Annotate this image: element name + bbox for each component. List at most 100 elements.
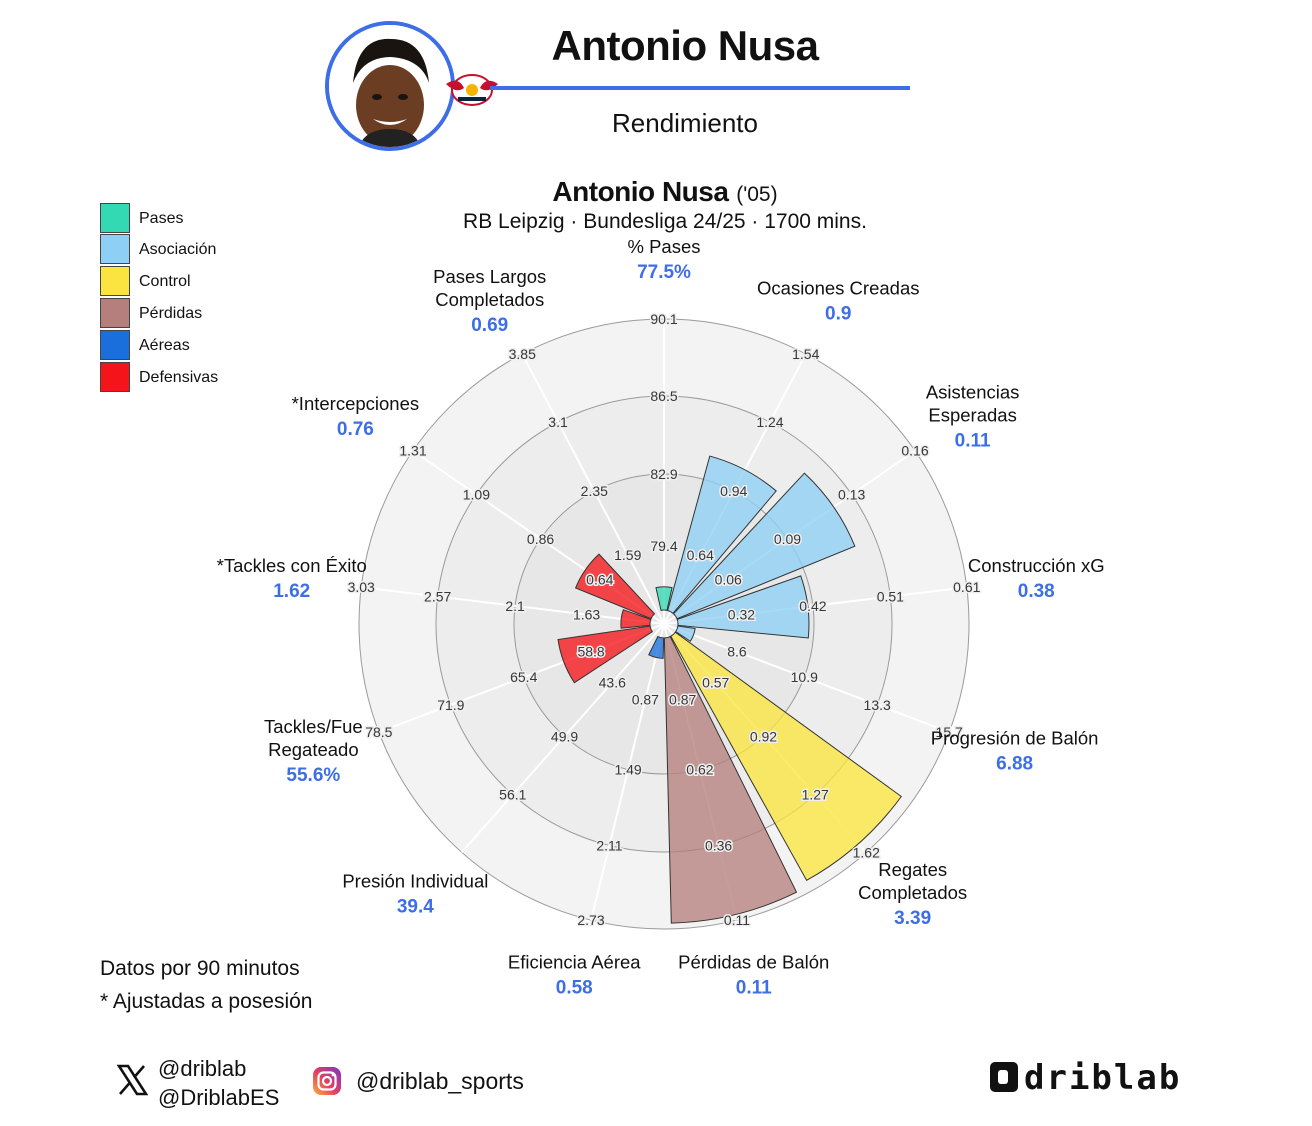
- legend-swatch: [100, 298, 130, 328]
- tick-label: 0.57: [702, 674, 729, 690]
- x-handle-secondary[interactable]: @DriblabES: [158, 1085, 280, 1110]
- instagram-icon[interactable]: [312, 1066, 342, 1101]
- club-crest-icon: [440, 70, 504, 115]
- tick-label: 0.62: [686, 762, 713, 778]
- bar-wedge: [574, 553, 656, 620]
- tick-label: 1.31: [399, 443, 426, 459]
- tick-label: 71.9: [437, 697, 464, 713]
- metric-name: Completados: [858, 882, 967, 903]
- legend-swatch: [100, 203, 130, 233]
- bar-wedge: [670, 631, 902, 882]
- metric-value: 0.9: [825, 304, 851, 325]
- brand-wordmark: driblab: [1024, 1058, 1181, 1098]
- tick-label: 3.1: [548, 414, 568, 430]
- bar-wedge: [672, 472, 856, 620]
- legend-label: Aéreas: [139, 337, 190, 354]
- tick-label: 0.13: [838, 486, 865, 502]
- legend-label: Defensivas: [139, 369, 219, 386]
- tick-label: 0.87: [632, 692, 659, 708]
- tick-label: 58.8: [577, 644, 604, 660]
- metric-name: Regates: [878, 859, 947, 880]
- tick-label: 15.7: [936, 724, 963, 740]
- tick-label: 0.51: [877, 589, 904, 605]
- metric-name: Tackles/Fue: [264, 716, 363, 737]
- chart-subtitle: RB Leipzig · Bundesliga 24/25 · 1700 min…: [463, 210, 867, 233]
- tick-label: 3.03: [348, 579, 375, 595]
- metric-name: Construcción xG: [968, 555, 1105, 576]
- tick-label: 1.54: [792, 346, 819, 362]
- legend-swatch: [100, 266, 130, 296]
- tick-label: 0.06: [715, 572, 742, 588]
- tick-label: 49.9: [551, 728, 578, 744]
- bar-wedge: [557, 625, 653, 684]
- chart-title-note: ('05): [736, 183, 778, 206]
- grid-spoke: [460, 623, 665, 853]
- metric-name: Completados: [435, 289, 544, 310]
- tick-label: 0.86: [527, 531, 554, 547]
- metric-name: Presión Individual: [342, 871, 488, 892]
- tick-label: 0.92: [750, 728, 777, 744]
- tick-label: 0.09: [774, 531, 801, 547]
- metric-value: 55.6%: [286, 765, 340, 786]
- metric-value: 0.69: [471, 315, 508, 336]
- tick-label: 0.64: [687, 547, 714, 563]
- metric-name: Pérdidas de Balón: [678, 951, 829, 972]
- metric-name: Regateado: [268, 739, 359, 760]
- header-divider: [490, 86, 910, 90]
- tick-label: 3.85: [509, 346, 536, 362]
- bar-wedge: [655, 586, 673, 611]
- metric-name: *Intercepciones: [292, 393, 420, 414]
- tick-label: 0.36: [705, 837, 732, 853]
- tick-label: 1.59: [614, 547, 641, 563]
- tick-label: 2.11: [596, 837, 622, 853]
- tick-label: 65.4: [510, 669, 537, 685]
- tick-label: 86.5: [650, 388, 677, 404]
- tick-label: 2.57: [424, 589, 451, 605]
- x-handle-primary[interactable]: @driblab: [158, 1056, 247, 1081]
- grid-spoke: [590, 623, 665, 921]
- footnote-per90: Datos por 90 minutos: [100, 957, 300, 980]
- legend-label: Pérdidas: [139, 305, 203, 322]
- metric-name: Ocasiones Creadas: [757, 278, 919, 299]
- tick-label: 79.4: [650, 538, 677, 554]
- tick-label: 13.3: [864, 697, 891, 713]
- legend-label: Asociación: [139, 241, 217, 258]
- grid-spoke: [361, 586, 665, 625]
- bar-wedge: [675, 625, 696, 642]
- tick-label: 8.6: [727, 644, 747, 660]
- metric-value: 77.5%: [637, 262, 691, 283]
- metric-value: 3.39: [894, 908, 931, 929]
- tick-label: 0.61: [953, 579, 980, 595]
- metric-value: 1.62: [273, 581, 310, 602]
- tick-label: 1.27: [802, 787, 829, 803]
- player-avatar: [325, 21, 455, 151]
- legend-swatch: [100, 330, 130, 360]
- tick-label: 2.1: [505, 598, 525, 614]
- bar-wedge: [676, 575, 810, 639]
- metric-value: 39.4: [397, 897, 434, 918]
- metric-name: Progresión de Balón: [931, 728, 1099, 749]
- chart-title-name: Antonio Nusa: [552, 176, 729, 207]
- tick-label: 1.24: [756, 414, 783, 430]
- grid-spoke: [663, 623, 950, 734]
- metric-value: 0.76: [337, 419, 374, 440]
- bar-wedge: [663, 635, 798, 924]
- tick-label: 0.32: [728, 607, 755, 623]
- tick-label: 1.63: [573, 607, 600, 623]
- metric-name: Pases Largos: [433, 266, 546, 287]
- metric-value: 6.88: [996, 754, 1033, 775]
- metric-value: 0.58: [556, 977, 593, 998]
- metric-name: Asistencias: [926, 381, 1020, 402]
- tick-label: 1.09: [463, 486, 490, 502]
- tick-label: 1.49: [614, 762, 641, 778]
- x-logo-icon[interactable]: [116, 1064, 149, 1101]
- legend-swatch: [100, 234, 130, 264]
- tick-label: 0.16: [901, 443, 928, 459]
- tick-label: 82.9: [650, 466, 677, 482]
- header-player-name: Antonio Nusa: [551, 22, 819, 69]
- tick-label: 0.94: [720, 483, 747, 499]
- instagram-handle[interactable]: @driblab_sports: [356, 1068, 524, 1094]
- grid-spoke: [521, 353, 665, 625]
- legend-swatch: [100, 362, 130, 392]
